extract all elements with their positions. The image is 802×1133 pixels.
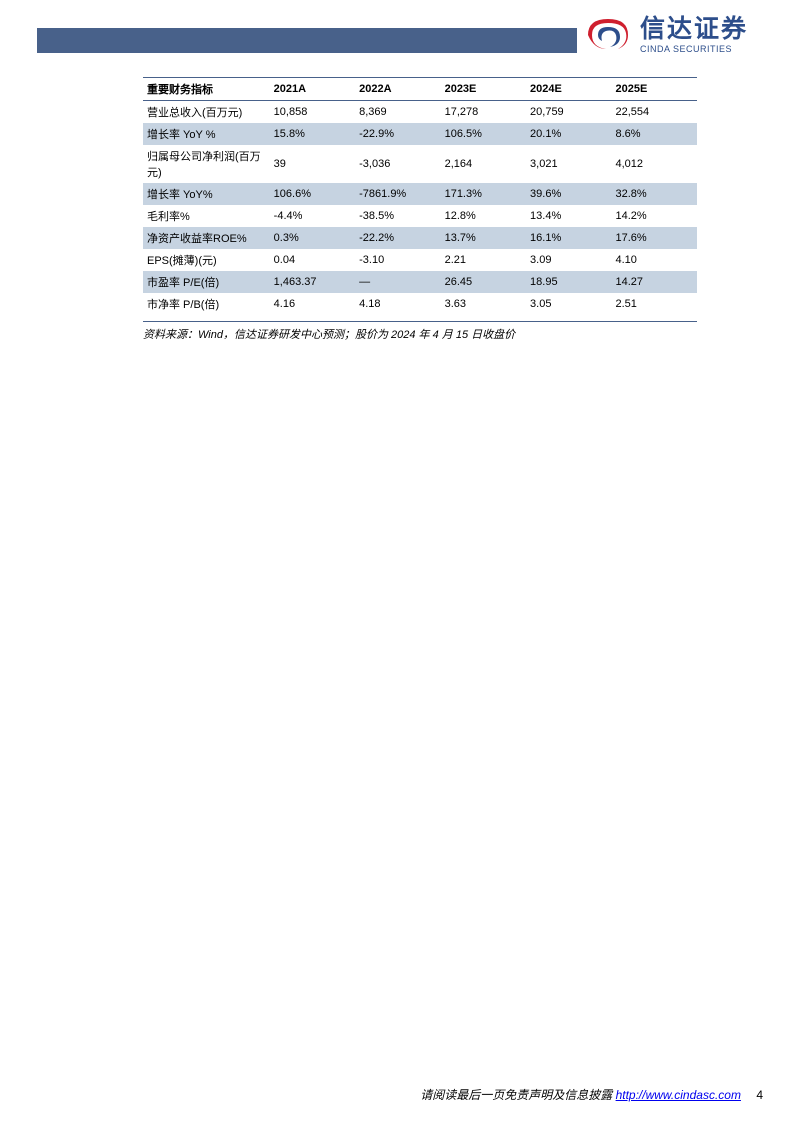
table-row: 增长率 YoY %15.8%-22.9%106.5%20.1%8.6%	[143, 123, 697, 145]
row-value: 2,164	[441, 145, 526, 183]
main-content: 重要财务指标 2021A 2022A 2023E 2024E 2025E 营业总…	[143, 77, 697, 342]
row-value: 106.6%	[270, 183, 355, 205]
row-value: 17,278	[441, 101, 526, 124]
row-value: 26.45	[441, 271, 526, 293]
table-row: EPS(摊薄)(元)0.04-3.102.213.094.10	[143, 249, 697, 271]
row-label: 增长率 YoY %	[143, 123, 270, 145]
table-header-col: 2025E	[611, 78, 697, 101]
table-header-col: 2022A	[355, 78, 440, 101]
row-value: 15.8%	[270, 123, 355, 145]
row-value: 171.3%	[441, 183, 526, 205]
row-label: 净资产收益率ROE%	[143, 227, 270, 249]
row-value: 20,759	[526, 101, 611, 124]
source-note: 资料来源：Wind，信达证券研发中心预测；股价为 2024 年 4 月 15 日…	[143, 321, 697, 342]
row-value: 4.10	[611, 249, 697, 271]
row-label: 市盈率 P/E(倍)	[143, 271, 270, 293]
logo-name-cn: 信达证券	[640, 17, 748, 42]
row-label: 市净率 P/B(倍)	[143, 293, 270, 315]
row-label: 归属母公司净利润(百万元)	[143, 145, 270, 183]
table-row: 归属母公司净利润(百万元)39-3,0362,1643,0214,012	[143, 145, 697, 183]
row-value: 3,021	[526, 145, 611, 183]
row-value: -4.4%	[270, 205, 355, 227]
row-value: -38.5%	[355, 205, 440, 227]
table-row: 毛利率%-4.4%-38.5%12.8%13.4%14.2%	[143, 205, 697, 227]
table-header-row: 重要财务指标 2021A 2022A 2023E 2024E 2025E	[143, 78, 697, 101]
table-row: 营业总收入(百万元)10,8588,36917,27820,75922,554	[143, 101, 697, 124]
row-value: 32.8%	[611, 183, 697, 205]
table-header-label: 重要财务指标	[143, 78, 270, 101]
row-value: 4,012	[611, 145, 697, 183]
row-label: 毛利率%	[143, 205, 270, 227]
row-value: -3.10	[355, 249, 440, 271]
row-value: -22.2%	[355, 227, 440, 249]
row-value: 18.95	[526, 271, 611, 293]
table-row: 增长率 YoY%106.6%-7861.9%171.3%39.6%32.8%	[143, 183, 697, 205]
row-value: -22.9%	[355, 123, 440, 145]
row-label: 增长率 YoY%	[143, 183, 270, 205]
page-footer: 请阅读最后一页免责声明及信息披露 http://www.cindasc.com …	[420, 1086, 763, 1103]
row-value: 22,554	[611, 101, 697, 124]
logo-text: 信达证券 CINDA SECURITIES	[640, 17, 748, 54]
row-value: 14.2%	[611, 205, 697, 227]
row-value: 12.8%	[441, 205, 526, 227]
table-row: 净资产收益率ROE%0.3%-22.2%13.7%16.1%17.6%	[143, 227, 697, 249]
header-accent-bar	[37, 28, 577, 53]
logo-swirl-icon	[580, 13, 636, 57]
footer-disclaimer-text: 请阅读最后一页免责声明及信息披露	[420, 1088, 612, 1102]
row-value: 3.09	[526, 249, 611, 271]
row-value: -7861.9%	[355, 183, 440, 205]
row-value: 2.21	[441, 249, 526, 271]
row-value: 20.1%	[526, 123, 611, 145]
table-header-col: 2021A	[270, 78, 355, 101]
row-value: 4.16	[270, 293, 355, 315]
row-label: EPS(摊薄)(元)	[143, 249, 270, 271]
page-number: 4	[756, 1088, 763, 1102]
row-value: 39	[270, 145, 355, 183]
row-value: 3.05	[526, 293, 611, 315]
row-value: 8,369	[355, 101, 440, 124]
row-value: -3,036	[355, 145, 440, 183]
table-row: 市净率 P/B(倍)4.164.183.633.052.51	[143, 293, 697, 315]
row-value: 10,858	[270, 101, 355, 124]
logo-name-en: CINDA SECURITIES	[640, 44, 748, 54]
row-value: 0.3%	[270, 227, 355, 249]
page-header: 信达证券 CINDA SECURITIES	[0, 0, 802, 62]
footer-url-link[interactable]: http://www.cindasc.com	[616, 1088, 741, 1102]
row-value: 14.27	[611, 271, 697, 293]
row-value: 39.6%	[526, 183, 611, 205]
company-logo: 信达证券 CINDA SECURITIES	[580, 10, 763, 60]
row-value: 4.18	[355, 293, 440, 315]
table-row: 市盈率 P/E(倍)1,463.37—26.4518.9514.27	[143, 271, 697, 293]
row-value: —	[355, 271, 440, 293]
row-value: 106.5%	[441, 123, 526, 145]
row-value: 13.4%	[526, 205, 611, 227]
row-value: 16.1%	[526, 227, 611, 249]
row-value: 3.63	[441, 293, 526, 315]
row-value: 8.6%	[611, 123, 697, 145]
row-value: 13.7%	[441, 227, 526, 249]
row-value: 1,463.37	[270, 271, 355, 293]
table-header-col: 2023E	[441, 78, 526, 101]
financial-indicators-table: 重要财务指标 2021A 2022A 2023E 2024E 2025E 营业总…	[143, 77, 697, 315]
row-label: 营业总收入(百万元)	[143, 101, 270, 124]
row-value: 2.51	[611, 293, 697, 315]
row-value: 17.6%	[611, 227, 697, 249]
row-value: 0.04	[270, 249, 355, 271]
table-header-col: 2024E	[526, 78, 611, 101]
